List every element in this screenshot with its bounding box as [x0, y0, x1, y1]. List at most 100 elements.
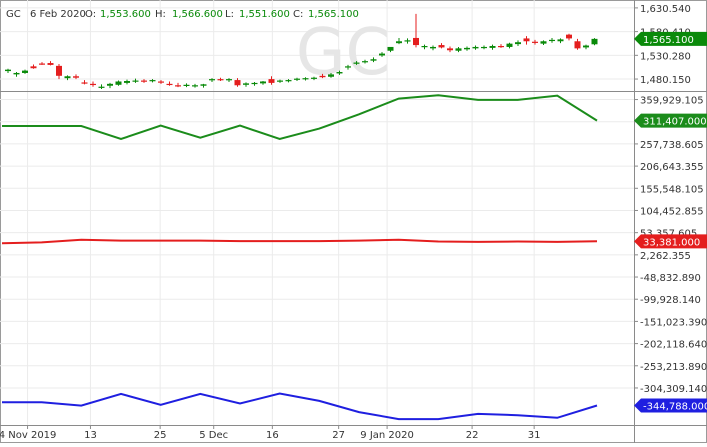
candle[interactable]	[277, 79, 283, 83]
candle[interactable]	[387, 46, 394, 53]
candle-body	[532, 41, 538, 43]
candle[interactable]	[319, 73, 326, 79]
candle[interactable]	[115, 80, 122, 86]
candle[interactable]	[166, 81, 173, 86]
candle[interactable]	[149, 79, 156, 83]
candle[interactable]	[515, 40, 521, 46]
candle[interactable]	[47, 61, 54, 66]
candle[interactable]	[370, 57, 377, 63]
candle[interactable]	[506, 42, 513, 49]
blue-line-series[interactable]	[2, 392, 598, 421]
candle[interactable]	[5, 68, 11, 73]
candlestick-series[interactable]	[5, 13, 598, 90]
candle-body	[90, 83, 96, 86]
date-label: 6 Feb 2020	[30, 9, 86, 20]
candle[interactable]	[285, 79, 292, 83]
candle[interactable]	[251, 81, 258, 86]
candle-body	[328, 74, 334, 77]
candle[interactable]	[489, 44, 496, 50]
value-tick-label: 206,643.355	[640, 162, 704, 173]
candle[interactable]	[90, 81, 96, 87]
candle[interactable]	[345, 64, 351, 70]
candle[interactable]	[583, 44, 589, 50]
candle[interactable]	[13, 72, 20, 77]
candle[interactable]	[158, 80, 164, 84]
price-tick-label: 1,480.150	[640, 75, 691, 86]
candle-body	[396, 41, 402, 44]
candle[interactable]	[132, 78, 139, 83]
candle[interactable]	[464, 46, 470, 51]
candle[interactable]	[336, 70, 343, 75]
candle-body	[430, 46, 436, 49]
candle[interactable]	[200, 83, 207, 88]
green-line-series[interactable]	[2, 94, 598, 141]
candle[interactable]	[455, 46, 462, 53]
candle[interactable]	[447, 46, 453, 53]
candle[interactable]	[566, 33, 572, 41]
candle[interactable]	[39, 62, 45, 65]
candle[interactable]	[73, 74, 79, 80]
candle[interactable]	[498, 44, 504, 48]
candle[interactable]	[22, 69, 28, 74]
candle[interactable]	[107, 82, 113, 89]
candle-body	[115, 81, 122, 85]
candle[interactable]	[438, 43, 445, 49]
candle[interactable]	[557, 38, 564, 44]
candle[interactable]	[311, 76, 317, 81]
candle[interactable]	[192, 83, 198, 88]
candle[interactable]	[260, 81, 266, 85]
candle[interactable]	[540, 40, 547, 46]
candle[interactable]	[379, 52, 385, 57]
candle[interactable]	[217, 77, 224, 82]
candle[interactable]	[268, 76, 275, 85]
red-line-series[interactable]	[1, 238, 598, 245]
candle[interactable]	[175, 82, 181, 88]
candle[interactable]	[98, 84, 105, 90]
candle[interactable]	[404, 38, 411, 44]
candle[interactable]	[141, 79, 147, 83]
candle[interactable]	[64, 75, 71, 81]
candle[interactable]	[124, 79, 130, 85]
candle-body	[489, 46, 496, 48]
candle[interactable]	[481, 45, 487, 50]
candle-body	[294, 78, 300, 80]
candle[interactable]	[523, 36, 530, 45]
candle[interactable]	[421, 44, 428, 50]
candle[interactable]	[56, 63, 62, 80]
candle[interactable]	[302, 77, 309, 81]
candle[interactable]	[294, 77, 300, 82]
candle[interactable]	[396, 37, 402, 45]
candle[interactable]	[226, 78, 232, 82]
time-axis[interactable]: 4 Nov 2019 13 25 5 Dec 16 27 9 Jan 2020 22 31	[0, 425, 541, 441]
candle-body	[183, 84, 190, 86]
candle[interactable]	[430, 45, 436, 51]
candle[interactable]	[532, 39, 538, 45]
candle[interactable]	[183, 83, 190, 88]
candle[interactable]	[81, 80, 88, 85]
candle[interactable]	[353, 61, 360, 65]
candle-body	[285, 80, 292, 82]
candle[interactable]	[413, 13, 419, 48]
tag-box	[634, 398, 707, 413]
indicator-lines[interactable]	[1, 94, 598, 421]
candle[interactable]	[362, 59, 368, 64]
close-value: 1,565.100	[308, 9, 359, 20]
open-label: O:	[85, 9, 96, 20]
value-tick-label: 53,357.605	[640, 229, 697, 240]
candle[interactable]	[30, 64, 37, 69]
candle[interactable]	[472, 45, 479, 50]
candle[interactable]	[234, 78, 241, 87]
candle[interactable]	[591, 38, 598, 46]
candle-body	[319, 75, 326, 78]
candle-body	[438, 45, 445, 48]
candle[interactable]	[328, 72, 334, 78]
candle-body	[540, 41, 547, 44]
candle-body	[574, 41, 581, 49]
candle[interactable]	[209, 78, 215, 82]
candle-body	[30, 66, 37, 69]
candle[interactable]	[549, 37, 555, 43]
candle[interactable]	[243, 82, 249, 87]
candle[interactable]	[574, 38, 581, 50]
